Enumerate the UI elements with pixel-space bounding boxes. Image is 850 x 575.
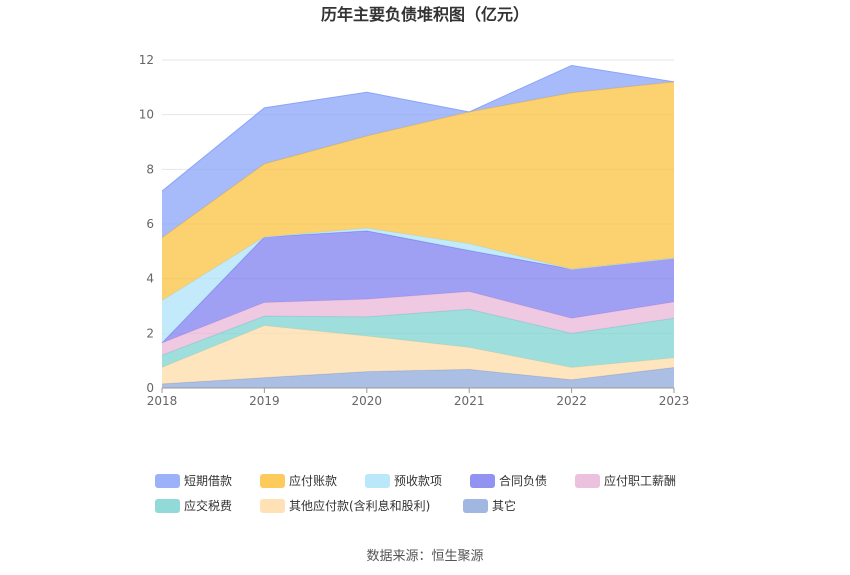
- source-note: 数据来源：恒生聚源: [366, 549, 483, 564]
- y-tick-label: 4: [146, 272, 154, 286]
- area-4: [162, 230, 674, 343]
- area-7: [162, 65, 674, 238]
- legend-label[interactable]: 应付职工薪酬: [604, 473, 676, 488]
- legend-swatch[interactable]: [155, 474, 180, 488]
- area-7-line: [161, 64, 675, 192]
- legend-label[interactable]: 应付账款: [289, 473, 337, 488]
- legend-label[interactable]: 短期借款: [184, 474, 232, 488]
- y-tick-label: 12: [139, 53, 154, 67]
- legend-label[interactable]: 预收款项: [394, 474, 442, 488]
- y-tick-label: 10: [139, 108, 154, 122]
- x-tick-label: 2018: [147, 394, 178, 408]
- axes: 0 2 4 6 8 10 12 2018 2019 2020 2021 2022 2023: [139, 53, 690, 408]
- y-tick-label: 6: [146, 217, 154, 231]
- legend-label[interactable]: 应交税费: [184, 498, 232, 513]
- legend-swatch[interactable]: [260, 499, 285, 513]
- area-series-group: [161, 64, 675, 388]
- area-0: [162, 367, 674, 388]
- x-tick-label: 2019: [249, 394, 280, 408]
- x-tick-label: 2020: [352, 394, 383, 408]
- chart-title: 历年主要负债堆积图（亿元）: [321, 5, 529, 24]
- y-tick-label: 8: [146, 162, 154, 176]
- y-tick-label: 2: [146, 326, 154, 340]
- legend-swatch[interactable]: [470, 474, 495, 488]
- y-tick-label: 0: [146, 381, 154, 395]
- legend-label[interactable]: 其他应付款(含利息和股利): [289, 498, 430, 513]
- area-3: [162, 291, 674, 356]
- area-1: [162, 325, 674, 384]
- legend-swatch[interactable]: [365, 474, 390, 488]
- legend-swatch[interactable]: [155, 499, 180, 513]
- x-tick-label: 2022: [556, 394, 587, 408]
- area-2: [162, 309, 674, 368]
- legend-swatch[interactable]: [463, 499, 488, 513]
- legend-label[interactable]: 合同负债: [499, 473, 547, 488]
- x-tick-label: 2023: [659, 394, 690, 408]
- legend-swatch[interactable]: [260, 474, 285, 488]
- area-6: [162, 81, 674, 301]
- legend-label[interactable]: 其它: [492, 498, 516, 513]
- x-tick-label: 2021: [454, 394, 485, 408]
- legend-swatch[interactable]: [575, 474, 600, 488]
